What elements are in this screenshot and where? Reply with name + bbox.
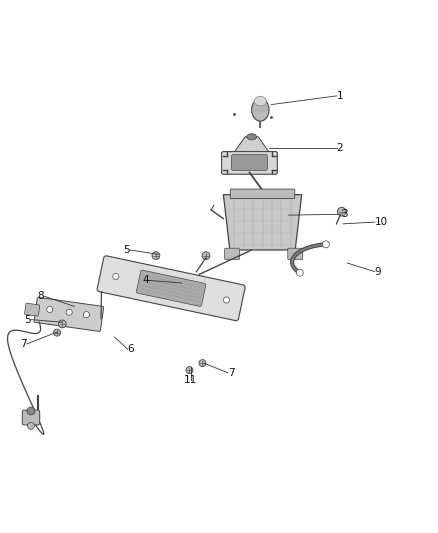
- Ellipse shape: [252, 99, 269, 121]
- FancyBboxPatch shape: [22, 410, 40, 425]
- Circle shape: [202, 252, 210, 260]
- Text: 2: 2: [336, 143, 343, 152]
- FancyBboxPatch shape: [232, 155, 267, 171]
- Text: 5: 5: [123, 245, 130, 255]
- Text: 10: 10: [375, 217, 388, 227]
- Circle shape: [27, 407, 35, 415]
- Text: 9: 9: [375, 266, 381, 277]
- Text: 6: 6: [127, 344, 134, 354]
- Circle shape: [28, 422, 35, 429]
- FancyBboxPatch shape: [225, 248, 240, 260]
- Text: 11: 11: [184, 375, 198, 385]
- Circle shape: [47, 306, 53, 312]
- Circle shape: [58, 320, 66, 328]
- Text: 1: 1: [336, 91, 343, 101]
- Circle shape: [83, 312, 89, 318]
- FancyBboxPatch shape: [25, 303, 40, 316]
- Circle shape: [186, 367, 193, 374]
- Polygon shape: [223, 195, 302, 250]
- Text: 8: 8: [37, 291, 44, 301]
- Circle shape: [337, 207, 346, 216]
- Text: 3: 3: [341, 209, 347, 219]
- Circle shape: [152, 252, 160, 260]
- Text: 7: 7: [228, 368, 234, 378]
- Circle shape: [199, 360, 206, 367]
- Circle shape: [296, 269, 303, 276]
- Circle shape: [113, 273, 119, 279]
- Circle shape: [53, 329, 60, 336]
- Circle shape: [322, 241, 329, 248]
- Ellipse shape: [254, 96, 266, 106]
- Circle shape: [66, 309, 72, 315]
- FancyBboxPatch shape: [97, 256, 245, 321]
- Ellipse shape: [247, 134, 256, 140]
- Text: 5: 5: [25, 314, 31, 325]
- Text: 7: 7: [20, 339, 27, 349]
- FancyBboxPatch shape: [222, 151, 277, 174]
- FancyBboxPatch shape: [230, 189, 295, 199]
- FancyBboxPatch shape: [136, 270, 206, 306]
- FancyBboxPatch shape: [34, 297, 104, 332]
- Text: 4: 4: [143, 276, 149, 286]
- Polygon shape: [232, 137, 271, 155]
- Circle shape: [223, 297, 230, 303]
- FancyBboxPatch shape: [288, 248, 303, 260]
